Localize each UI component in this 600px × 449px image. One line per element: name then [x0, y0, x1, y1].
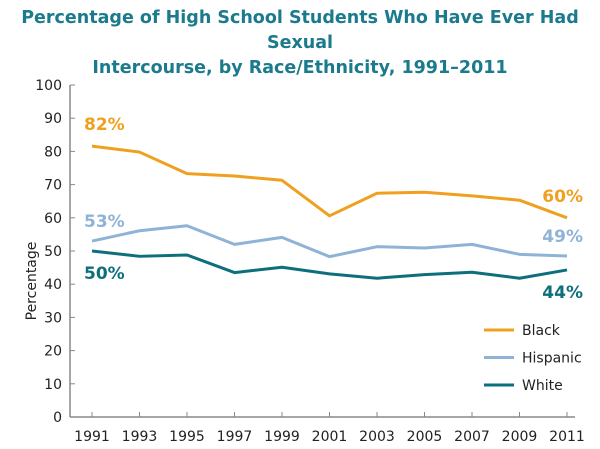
y-tick-label: 70: [44, 178, 62, 194]
start-label: 82%: [84, 115, 125, 135]
y-tick-label: 80: [44, 144, 62, 160]
x-tick-label: 1997: [217, 429, 253, 445]
end-label: 60%: [542, 187, 583, 207]
y-tick-label: 0: [53, 410, 62, 426]
y-tick-label: 50: [44, 244, 62, 260]
x-tick-label: 2005: [407, 429, 443, 445]
legend-label: White: [522, 378, 563, 394]
chart-title: Percentage of High School Students Who H…: [0, 6, 600, 81]
y-tick-label: 40: [44, 277, 62, 293]
chart-title-line1: Percentage of High School Students Who H…: [21, 8, 579, 53]
x-tick-label: 1993: [122, 429, 158, 445]
y-tick-label: 60: [44, 211, 62, 227]
legend-label: Black: [522, 323, 561, 339]
series-line-black: [91, 144, 568, 220]
legend-label: Hispanic: [522, 351, 582, 367]
y-tick-label: 10: [44, 377, 62, 393]
start-label: 53%: [84, 212, 125, 232]
y-axis-label: Percentage: [24, 242, 40, 321]
y-tick-label: 20: [44, 344, 62, 360]
x-tick-label: 1995: [169, 429, 205, 445]
y-tick-label: 30: [44, 310, 62, 326]
x-tick-label: 2009: [502, 429, 538, 445]
y-tick-label: 100: [35, 78, 62, 94]
series-line-hispanic: [91, 224, 568, 259]
end-label: 49%: [542, 227, 583, 247]
x-tick-label: 2001: [312, 429, 348, 445]
x-tick-label: 1999: [264, 429, 300, 445]
chart-title-line2: Intercourse, by Race/Ethnicity, 1991–201…: [92, 58, 508, 78]
x-tick-label: 2003: [359, 429, 395, 445]
x-tick-label: 1991: [74, 429, 110, 445]
x-tick-label: 2011: [549, 429, 585, 445]
start-label: 50%: [84, 264, 125, 284]
end-label: 44%: [542, 283, 583, 303]
x-tick-label: 2007: [454, 429, 490, 445]
y-tick-label: 90: [44, 111, 62, 127]
